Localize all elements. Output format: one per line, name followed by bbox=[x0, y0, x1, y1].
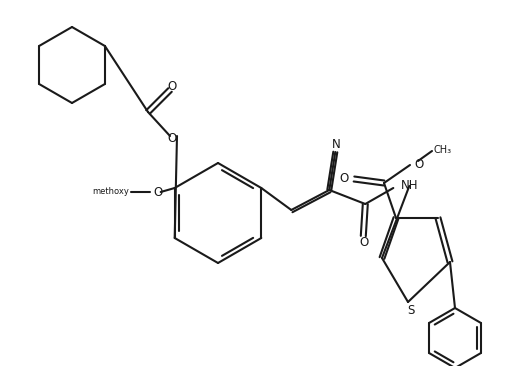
Text: O: O bbox=[167, 79, 177, 93]
Text: N: N bbox=[332, 138, 341, 152]
Text: NH: NH bbox=[401, 179, 419, 193]
Text: S: S bbox=[408, 303, 415, 317]
Text: O: O bbox=[340, 172, 349, 186]
Text: O: O bbox=[167, 132, 177, 146]
Text: O: O bbox=[360, 236, 369, 250]
Text: O: O bbox=[153, 186, 162, 198]
Text: methoxy: methoxy bbox=[92, 187, 129, 197]
Text: O: O bbox=[414, 157, 423, 171]
Text: CH₃: CH₃ bbox=[434, 145, 452, 155]
